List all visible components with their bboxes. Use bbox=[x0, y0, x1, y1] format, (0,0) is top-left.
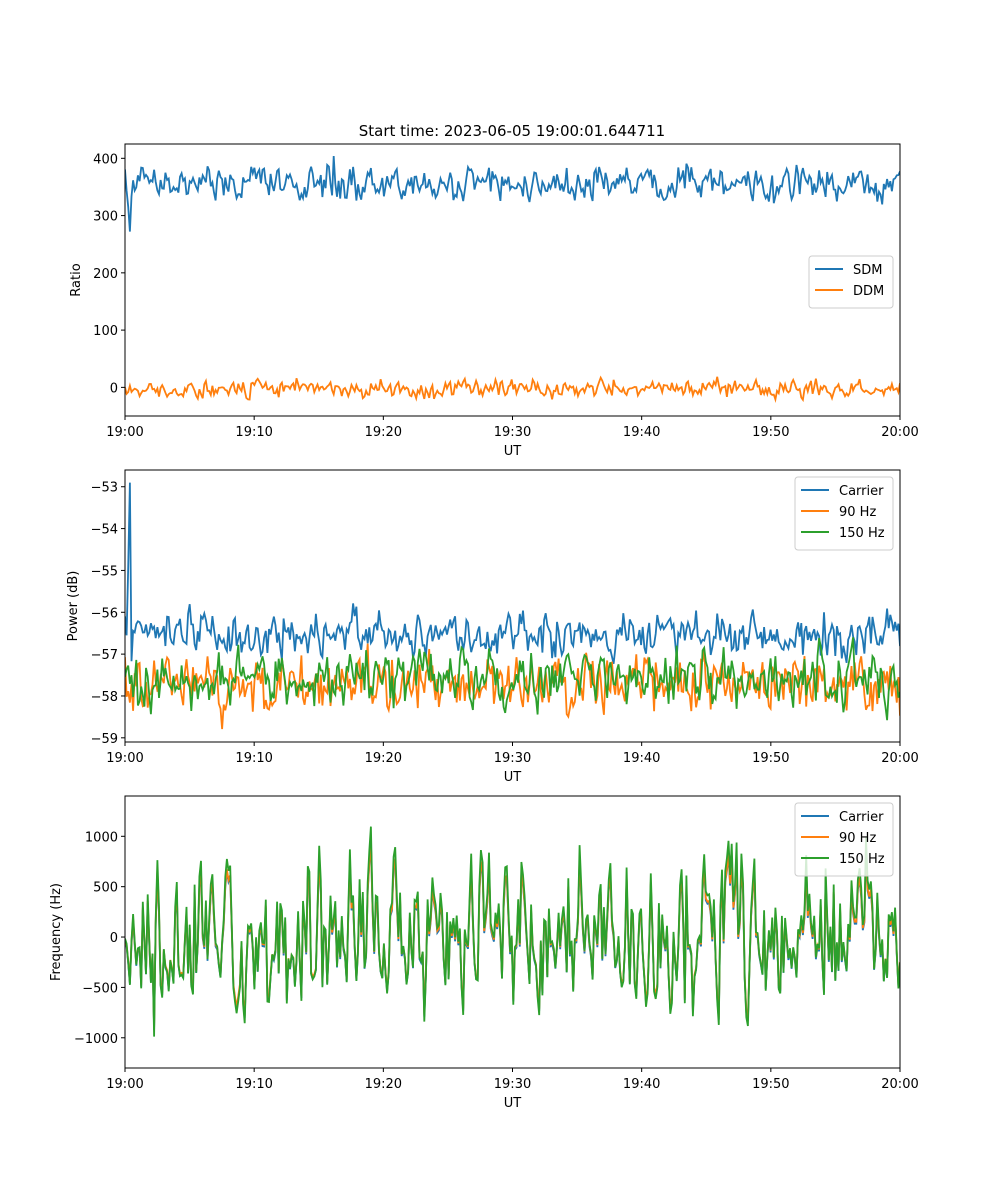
y-axis-label: Frequency (Hz) bbox=[49, 883, 64, 981]
x-tick-label: 19:30 bbox=[494, 425, 531, 440]
y-axis-label: Power (dB) bbox=[66, 571, 81, 642]
y-tick-label: 500 bbox=[93, 881, 118, 896]
y-tick-label: 1000 bbox=[85, 830, 118, 845]
legend-entry: 150 Hz bbox=[839, 852, 885, 867]
x-tick-label: 19:50 bbox=[752, 1077, 789, 1092]
y-tick-label: −1000 bbox=[74, 1032, 118, 1047]
y-tick-label: −500 bbox=[82, 981, 118, 996]
chart-panel-3: 19:00 19:10 19:20 19:30 19:40 19:50 20:00 1000 5… bbox=[49, 795, 919, 1111]
legend-entry: DDM bbox=[853, 284, 884, 299]
x-axis-label: UT bbox=[504, 444, 522, 459]
x-tick-label: 19:30 bbox=[494, 751, 531, 766]
x-tick-label: 19:00 bbox=[106, 425, 143, 440]
x-tick-label: 19:40 bbox=[623, 1077, 660, 1092]
x-tick-label: 19:50 bbox=[752, 751, 789, 766]
panels: 19:00 19:10 19:20 19:30 19:40 19:50 20:00 400 30… bbox=[49, 143, 919, 1111]
x-tick-label: 19:30 bbox=[494, 1077, 531, 1092]
y-tick-label: 200 bbox=[93, 267, 118, 282]
plot-frame bbox=[124, 469, 901, 743]
y-tick-label: 300 bbox=[93, 210, 118, 225]
legend: Carrier 90 Hz 150 Hz bbox=[794, 476, 894, 551]
y-tick-label: 0 bbox=[110, 381, 118, 396]
x-tick-label: 19:40 bbox=[623, 751, 660, 766]
x-tick-label: 19:20 bbox=[365, 751, 402, 766]
x-tick-label: 19:20 bbox=[365, 1077, 402, 1092]
x-tick-label: 19:20 bbox=[365, 425, 402, 440]
y-tick-label: 100 bbox=[93, 324, 118, 339]
series-line-90-hz bbox=[125, 643, 900, 730]
x-tick-label: 20:00 bbox=[881, 425, 918, 440]
y-tick-label: 0 bbox=[110, 931, 118, 946]
series-line-150-hz bbox=[125, 826, 900, 1037]
x-axis-label: UT bbox=[504, 770, 522, 785]
x-tick-label: 19:40 bbox=[623, 425, 660, 440]
y-tick-label: −56 bbox=[91, 606, 118, 621]
series-line-carrier bbox=[125, 482, 900, 665]
y-tick-label: −54 bbox=[91, 523, 118, 538]
x-tick-label: 19:00 bbox=[106, 751, 143, 766]
x-tick-label: 20:00 bbox=[881, 751, 918, 766]
x-axis-label: UT bbox=[504, 1096, 522, 1111]
legend-entry: SDM bbox=[853, 263, 882, 278]
y-axis-label: Ratio bbox=[69, 263, 84, 296]
legend-entry: 90 Hz bbox=[839, 831, 876, 846]
plot-frame bbox=[124, 143, 901, 417]
x-tick-label: 19:10 bbox=[235, 425, 272, 440]
chart-panel-1: 19:00 19:10 19:20 19:30 19:40 19:50 20:00 400 30… bbox=[69, 143, 919, 459]
legend-entry: 150 Hz bbox=[839, 526, 885, 541]
y-tick-label: 400 bbox=[93, 152, 118, 167]
plot-frame bbox=[124, 795, 901, 1069]
legend: SDM DDM bbox=[808, 255, 894, 309]
x-tick-label: 19:50 bbox=[752, 425, 789, 440]
chart-panel-2: 19:00 19:10 19:20 19:30 19:40 19:50 20:00 −53 −5… bbox=[66, 469, 919, 785]
series-line-sdm bbox=[125, 155, 900, 232]
x-tick-label: 19:10 bbox=[235, 1077, 272, 1092]
legend-entry: Carrier bbox=[839, 810, 884, 825]
x-tick-label: 20:00 bbox=[881, 1077, 918, 1092]
legend-entry: 90 Hz bbox=[839, 505, 876, 520]
series-line-ddm bbox=[125, 375, 900, 403]
legend-entry: Carrier bbox=[839, 484, 884, 499]
y-tick-label: −58 bbox=[91, 690, 118, 705]
series-line-150-hz bbox=[125, 637, 900, 721]
legend: Carrier 90 Hz 150 Hz bbox=[794, 802, 894, 877]
y-tick-label: −57 bbox=[91, 648, 118, 663]
figure-title: Start time: 2023-06-05 19:00:01.644711 bbox=[359, 122, 665, 140]
y-tick-label: −59 bbox=[91, 732, 118, 747]
y-tick-label: −55 bbox=[91, 564, 118, 579]
x-tick-label: 19:10 bbox=[235, 751, 272, 766]
y-tick-label: −53 bbox=[91, 481, 118, 496]
x-tick-label: 19:00 bbox=[106, 1077, 143, 1092]
